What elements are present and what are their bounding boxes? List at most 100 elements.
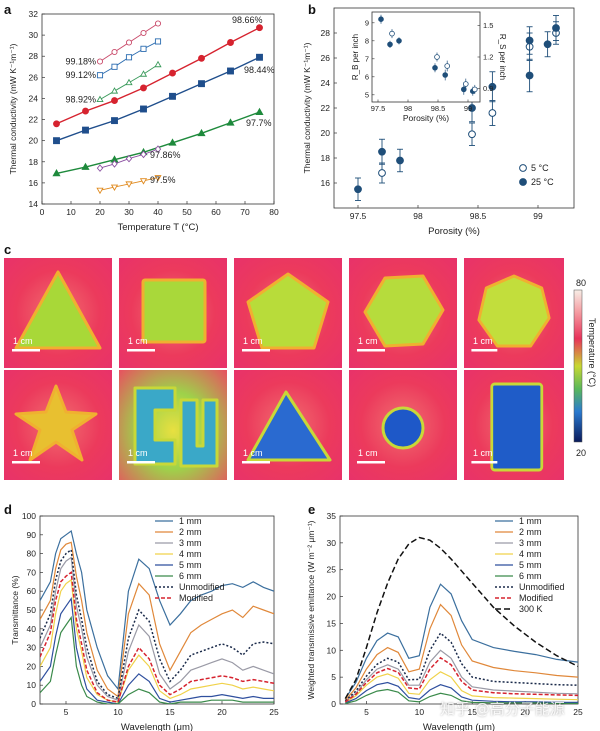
series-line-4 mm <box>344 671 578 703</box>
data-point <box>52 169 61 177</box>
scale-bar <box>471 461 498 464</box>
y-tick-label: 15 <box>327 618 337 628</box>
data-point <box>256 24 263 32</box>
x-tick-label: 99 <box>533 211 543 221</box>
legend-label: Unmodified <box>179 582 225 592</box>
legend-label: 300 K <box>519 604 543 614</box>
inset-x-tick-label: 99 <box>464 104 472 113</box>
data-point <box>468 104 476 112</box>
data-point <box>82 126 89 134</box>
plot-frame <box>39 515 275 705</box>
colorbar-min-label: 20 <box>576 448 587 458</box>
chart-a-thermal-conductivity-vs-temperature: 0 10 20 30 40 50 60 70 80 14 16 18 20 22 24 26 28 30 32 Tem… <box>8 9 279 233</box>
series-label: 97.5% <box>150 175 176 185</box>
x-axis-label: Porosity (%) <box>428 226 480 237</box>
inset-x-tick-label: 98 <box>404 104 412 113</box>
thermal-shape-pentagon <box>246 272 330 350</box>
series-25 °C <box>354 15 560 201</box>
y-tick-label: 10 <box>327 645 337 655</box>
scale-bar <box>471 349 498 352</box>
thermal-image-triangle-cold: 1 cm <box>234 370 342 480</box>
series-label: 97.86% <box>150 150 181 160</box>
legend-marker <box>519 178 527 186</box>
scale-bar <box>357 461 385 464</box>
scale-bar-label: 1 cm <box>473 336 493 346</box>
inset-chart: 97.5 98 98.5 99 5 6 7 8 9 0.9 1.2 1.5 Porosity (%) R_… <box>351 11 507 123</box>
y-tick-label: 80 <box>27 549 37 559</box>
data-point <box>125 154 133 163</box>
inset-data-point <box>462 81 469 87</box>
scale-bar <box>127 349 155 352</box>
data-point <box>354 185 362 194</box>
y-tick-label: 18 <box>321 153 331 163</box>
series-line <box>56 27 260 125</box>
data-point <box>140 29 147 37</box>
y-tick-label: 10 <box>27 680 37 690</box>
temperature-colorbar <box>573 289 583 443</box>
data-point <box>96 58 104 65</box>
legend-label: 1 mm <box>179 516 202 526</box>
data-point <box>110 87 119 94</box>
colorbar-title: Temperature (°C) <box>587 318 597 388</box>
inset-right-tick-label: 1.2 <box>483 53 493 62</box>
inset-data-point <box>378 16 384 23</box>
legend-label: 6 mm <box>179 571 202 581</box>
series-label: 98.66% <box>232 15 263 25</box>
data-point <box>396 156 404 165</box>
series-label: 99.12% <box>65 70 96 80</box>
legend: 1 mm2 mm3 mm4 mm5 mm6 mmUnmodifiedModifi… <box>495 516 565 614</box>
data-point <box>154 60 162 68</box>
data-point <box>53 120 60 128</box>
data-point <box>53 137 60 145</box>
inset-data-point <box>389 30 395 37</box>
legend-label: 5 mm <box>519 560 542 570</box>
data-point <box>378 169 386 177</box>
colorbar-gradient <box>573 289 583 443</box>
data-point <box>197 128 206 137</box>
inset-data-point <box>434 54 440 60</box>
panel-label-b: b <box>308 2 316 17</box>
scale-bar-label: 1 cm <box>13 448 33 458</box>
series-extra <box>525 26 534 55</box>
x-axis-label: Temperature T (°C) <box>117 222 198 233</box>
scale-bar-label: 1 cm <box>243 336 263 346</box>
x-tick-label: 10 <box>415 707 425 717</box>
y-tick-label: 35 <box>327 511 337 521</box>
scale-bar <box>242 349 270 352</box>
series-line-5 mm <box>40 597 274 704</box>
x-tick-label: 30 <box>124 207 134 217</box>
legend-label: Modified <box>519 593 553 603</box>
data-point <box>169 69 176 77</box>
series-line-2 mm <box>40 541 274 698</box>
scale-bar <box>127 461 155 464</box>
series-label: 98.44% <box>244 65 275 75</box>
y-tick-label: 20 <box>27 661 37 671</box>
x-tick-label: 25 <box>573 707 583 717</box>
x-tick-label: 60 <box>211 207 221 217</box>
data-point <box>111 160 118 168</box>
inset-x-tick-label: 98.5 <box>431 104 446 113</box>
legend-label: 2 mm <box>179 527 202 537</box>
x-tick-label: 10 <box>113 707 123 717</box>
inset-data-point <box>387 41 393 48</box>
thermal-image-circle: 1 cm <box>349 370 457 480</box>
series-97.86%: 97.86% <box>96 145 181 172</box>
thermal-shape-cu-letters <box>133 386 219 468</box>
series-label: 97.7% <box>246 118 272 128</box>
thermal-image-star: 1 cm <box>4 370 112 480</box>
series-line-6 mm <box>345 688 578 704</box>
x-axis-label: Wavelength (μm) <box>121 722 193 731</box>
legend: 1 mm2 mm3 mm4 mm5 mm6 mmUnmodifiedModifi… <box>155 516 225 603</box>
y-tick-label: 30 <box>29 30 39 40</box>
y-tick-label: 28 <box>29 51 39 61</box>
x-tick-label: 15 <box>467 707 477 717</box>
series-line-300 K <box>344 536 578 699</box>
series-98.92%: 98.92% <box>65 60 162 105</box>
series-99.18%: 99.18% <box>65 20 162 67</box>
plot-frame <box>339 515 579 705</box>
data-point <box>525 36 534 45</box>
inset-right-tick-label: 0.9 <box>483 84 493 93</box>
inset-data-point <box>432 65 438 71</box>
y-tick-label: 100 <box>22 511 36 521</box>
